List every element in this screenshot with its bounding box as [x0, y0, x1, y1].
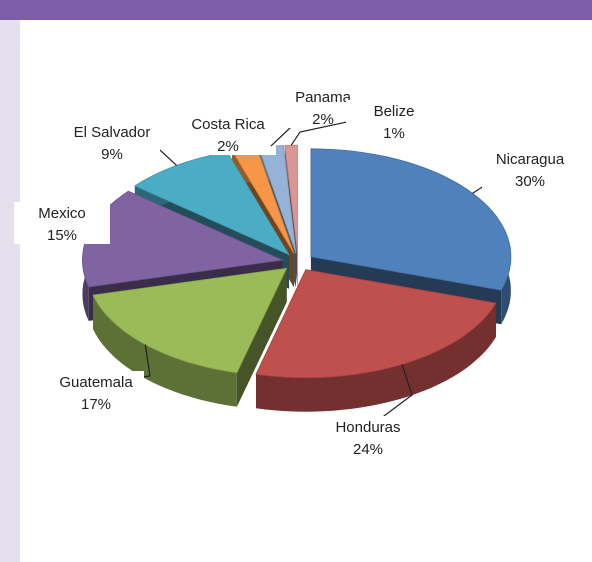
label-bg [346, 100, 442, 142]
slice-value-label: 2% [217, 138, 239, 155]
slice-value-label: 15% [47, 227, 77, 244]
slice-value-label: 2% [312, 111, 334, 128]
slice-value-label: 17% [81, 396, 111, 413]
slice-label: Belize [374, 103, 415, 120]
slice-side [256, 303, 496, 412]
slice-top [255, 269, 497, 379]
header-bar [0, 0, 592, 20]
label-bg [320, 416, 416, 458]
slice-value-label: 1% [383, 125, 405, 142]
slice-label: Honduras [335, 419, 400, 436]
slice-label: Panama [295, 89, 352, 106]
slice-side [93, 295, 237, 407]
label-bg [180, 113, 276, 155]
label-bg [482, 148, 578, 190]
slice-label: Nicaragua [496, 151, 565, 168]
slice-label: Costa Rica [191, 116, 265, 133]
slice-value-label: 30% [515, 173, 545, 190]
slice-value-label: 24% [353, 441, 383, 458]
label-bg [48, 371, 144, 413]
slice-label: Guatemala [59, 374, 133, 391]
labels: Nicaragua 30% Honduras 24% Guatemala 17% Mexic… [14, 86, 578, 458]
slice [255, 269, 497, 412]
slice [92, 267, 288, 407]
side-panel [0, 0, 20, 562]
pie [81, 144, 512, 412]
slice-label: El Salvador [74, 124, 151, 141]
slice-value-label: 9% [101, 146, 123, 163]
slice-label: Mexico [38, 205, 86, 222]
label-bg [14, 202, 110, 244]
label-bg [64, 121, 160, 163]
